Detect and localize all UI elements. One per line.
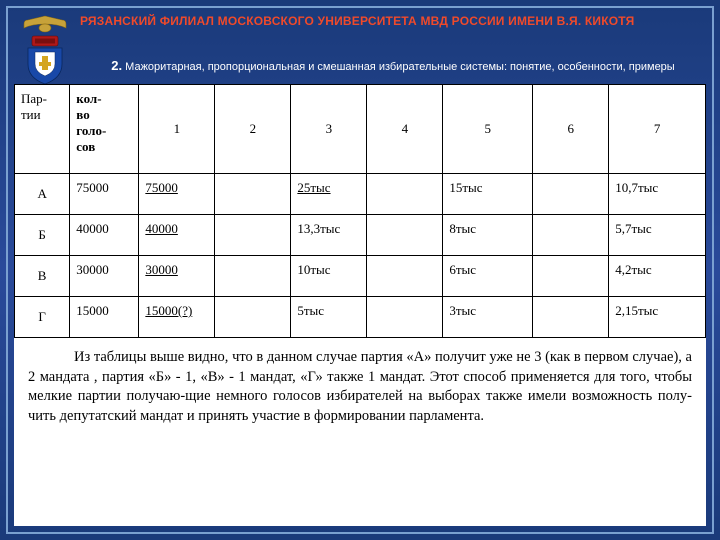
value-cell: 30000: [139, 256, 215, 297]
table-header-cell: 6: [533, 85, 609, 174]
table-row: Г1500015000(?) 5тыс 3тыс 2,15тыс: [15, 297, 706, 338]
value-cell: [215, 297, 291, 338]
table-header-cell: Пар-тии: [15, 85, 70, 174]
value-cell: 75000: [139, 174, 215, 215]
table-header-cell: 5: [443, 85, 533, 174]
value-cell: 13,3тыс: [291, 215, 367, 256]
value-cell: [533, 174, 609, 215]
section-subtitle: 2. Мажоритарная, пропорциональная и смеш…: [80, 58, 706, 73]
value-cell: [367, 256, 443, 297]
value-cell: 40000: [139, 215, 215, 256]
table-header-cell: 3: [291, 85, 367, 174]
section-number: 2.: [111, 58, 122, 73]
content-panel: Пар-тиикол-воголо-сов1234567 А7500075000…: [14, 84, 706, 526]
value-cell: [215, 256, 291, 297]
table-body: А750007500025тыс15тыс10,7тысБ40000400001…: [15, 174, 706, 338]
party-cell: Б: [15, 215, 70, 256]
value-cell: 8тыс: [443, 215, 533, 256]
value-cell: [533, 297, 609, 338]
table-header-cell: 7: [609, 85, 706, 174]
parties-table: Пар-тиикол-воголо-сов1234567 А7500075000…: [14, 84, 706, 338]
value-cell: [215, 215, 291, 256]
slide: РЯЗАНСКИЙ ФИЛИАЛ МОСКОВСКОГО УНИВЕРСИТЕТ…: [0, 0, 720, 540]
value-cell: [533, 256, 609, 297]
votes-cell: 40000: [70, 215, 139, 256]
table-header-row: Пар-тиикол-воголо-сов1234567: [15, 85, 706, 174]
party-cell: А: [15, 174, 70, 215]
party-cell: Г: [15, 297, 70, 338]
table-row: В300003000010тыс6тыс4,2тыс: [15, 256, 706, 297]
value-cell: [367, 297, 443, 338]
value-cell: 5,7тыс: [609, 215, 706, 256]
value-cell: [533, 215, 609, 256]
votes-cell: 30000: [70, 256, 139, 297]
table-header-cell: кол-воголо-сов: [70, 85, 139, 174]
value-cell: 2,15тыс: [609, 297, 706, 338]
table-row: Б400004000013,3тыс8тыс5,7тыс: [15, 215, 706, 256]
party-cell: В: [15, 256, 70, 297]
value-cell: 15тыс: [443, 174, 533, 215]
table-header-cell: 4: [367, 85, 443, 174]
shield-eagle-icon: [18, 14, 72, 84]
value-cell: [215, 174, 291, 215]
section-title-text: Мажоритарная, пропорциональная и смешанн…: [125, 61, 675, 73]
value-cell: 3тыс: [443, 297, 533, 338]
value-cell: 10тыс: [291, 256, 367, 297]
table-row: А750007500025тыс15тыс10,7тыс: [15, 174, 706, 215]
value-cell: 10,7тыс: [609, 174, 706, 215]
value-cell: [367, 215, 443, 256]
explanation-paragraph: Из таблицы выше видно, что в данном случ…: [14, 338, 706, 426]
table-header-cell: 2: [215, 85, 291, 174]
institution-title: РЯЗАНСКИЙ ФИЛИАЛ МОСКОВСКОГО УНИВЕРСИТЕТ…: [80, 14, 706, 28]
value-cell: 15000(?): [139, 297, 215, 338]
votes-cell: 75000: [70, 174, 139, 215]
value-cell: 25тыс: [291, 174, 367, 215]
value-cell: 4,2тыс: [609, 256, 706, 297]
table-header-cell: 1: [139, 85, 215, 174]
emblem-logo: [18, 14, 72, 84]
value-cell: 6тыс: [443, 256, 533, 297]
votes-cell: 15000: [70, 297, 139, 338]
value-cell: [367, 174, 443, 215]
paragraph-text: Из таблицы выше видно, что в данном случ…: [28, 349, 692, 424]
value-cell: 5тыс: [291, 297, 367, 338]
